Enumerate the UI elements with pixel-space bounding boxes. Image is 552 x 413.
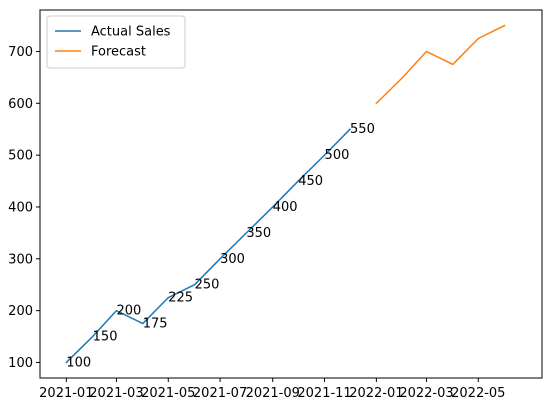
y-tick-label: 400: [8, 200, 33, 215]
x-tick-label: 2022-03: [399, 386, 453, 401]
y-tick-label: 200: [8, 304, 33, 319]
plot-area: [40, 10, 542, 378]
x-tick-label: 2022-05: [451, 386, 505, 401]
data-label: 250: [195, 278, 220, 293]
y-tick-label: 100: [8, 356, 33, 371]
legend-box: [46, 15, 186, 69]
data-label: 225: [168, 291, 193, 306]
series-line-actual-sales: [65, 128, 352, 364]
x-tick-label: 2022-01: [349, 386, 403, 401]
x-tick-label: 2021-01: [39, 386, 93, 401]
y-axis: 100 200 300 400 500 600 700: [8, 45, 40, 371]
x-tick-label: 2021-07: [193, 386, 247, 401]
legend-label: Actual Sales: [91, 25, 171, 40]
y-tick-label: 300: [8, 252, 33, 267]
data-label: 550: [350, 122, 375, 137]
plot-frame: [39, 9, 543, 379]
legend: Actual Sales Forecast: [46, 15, 186, 69]
x-tick-label: 2021-03: [89, 386, 143, 401]
series-line-forecast: [375, 24, 506, 105]
x-tick-label: 2021-05: [141, 386, 195, 401]
data-label: 300: [220, 252, 245, 267]
y-tick-label: 700: [8, 45, 33, 60]
data-label: 450: [298, 174, 323, 189]
series-layer: [65, 24, 506, 364]
x-tick-label: 2021-09: [246, 386, 300, 401]
data-label: 100: [66, 355, 91, 370]
y-tick-label: 500: [8, 149, 33, 164]
data-label: 200: [116, 304, 141, 319]
x-tick-label: 2021-11: [297, 386, 351, 401]
data-label: 175: [143, 317, 168, 332]
data-label: 500: [325, 148, 350, 163]
data-label: 400: [273, 200, 298, 215]
data-label: 350: [246, 226, 271, 241]
legend-label: Forecast: [91, 45, 146, 60]
data-label: 150: [93, 330, 118, 345]
x-axis: 2021-012021-032021-052021-072021-092021-…: [39, 378, 505, 401]
y-tick-label: 600: [8, 97, 33, 112]
